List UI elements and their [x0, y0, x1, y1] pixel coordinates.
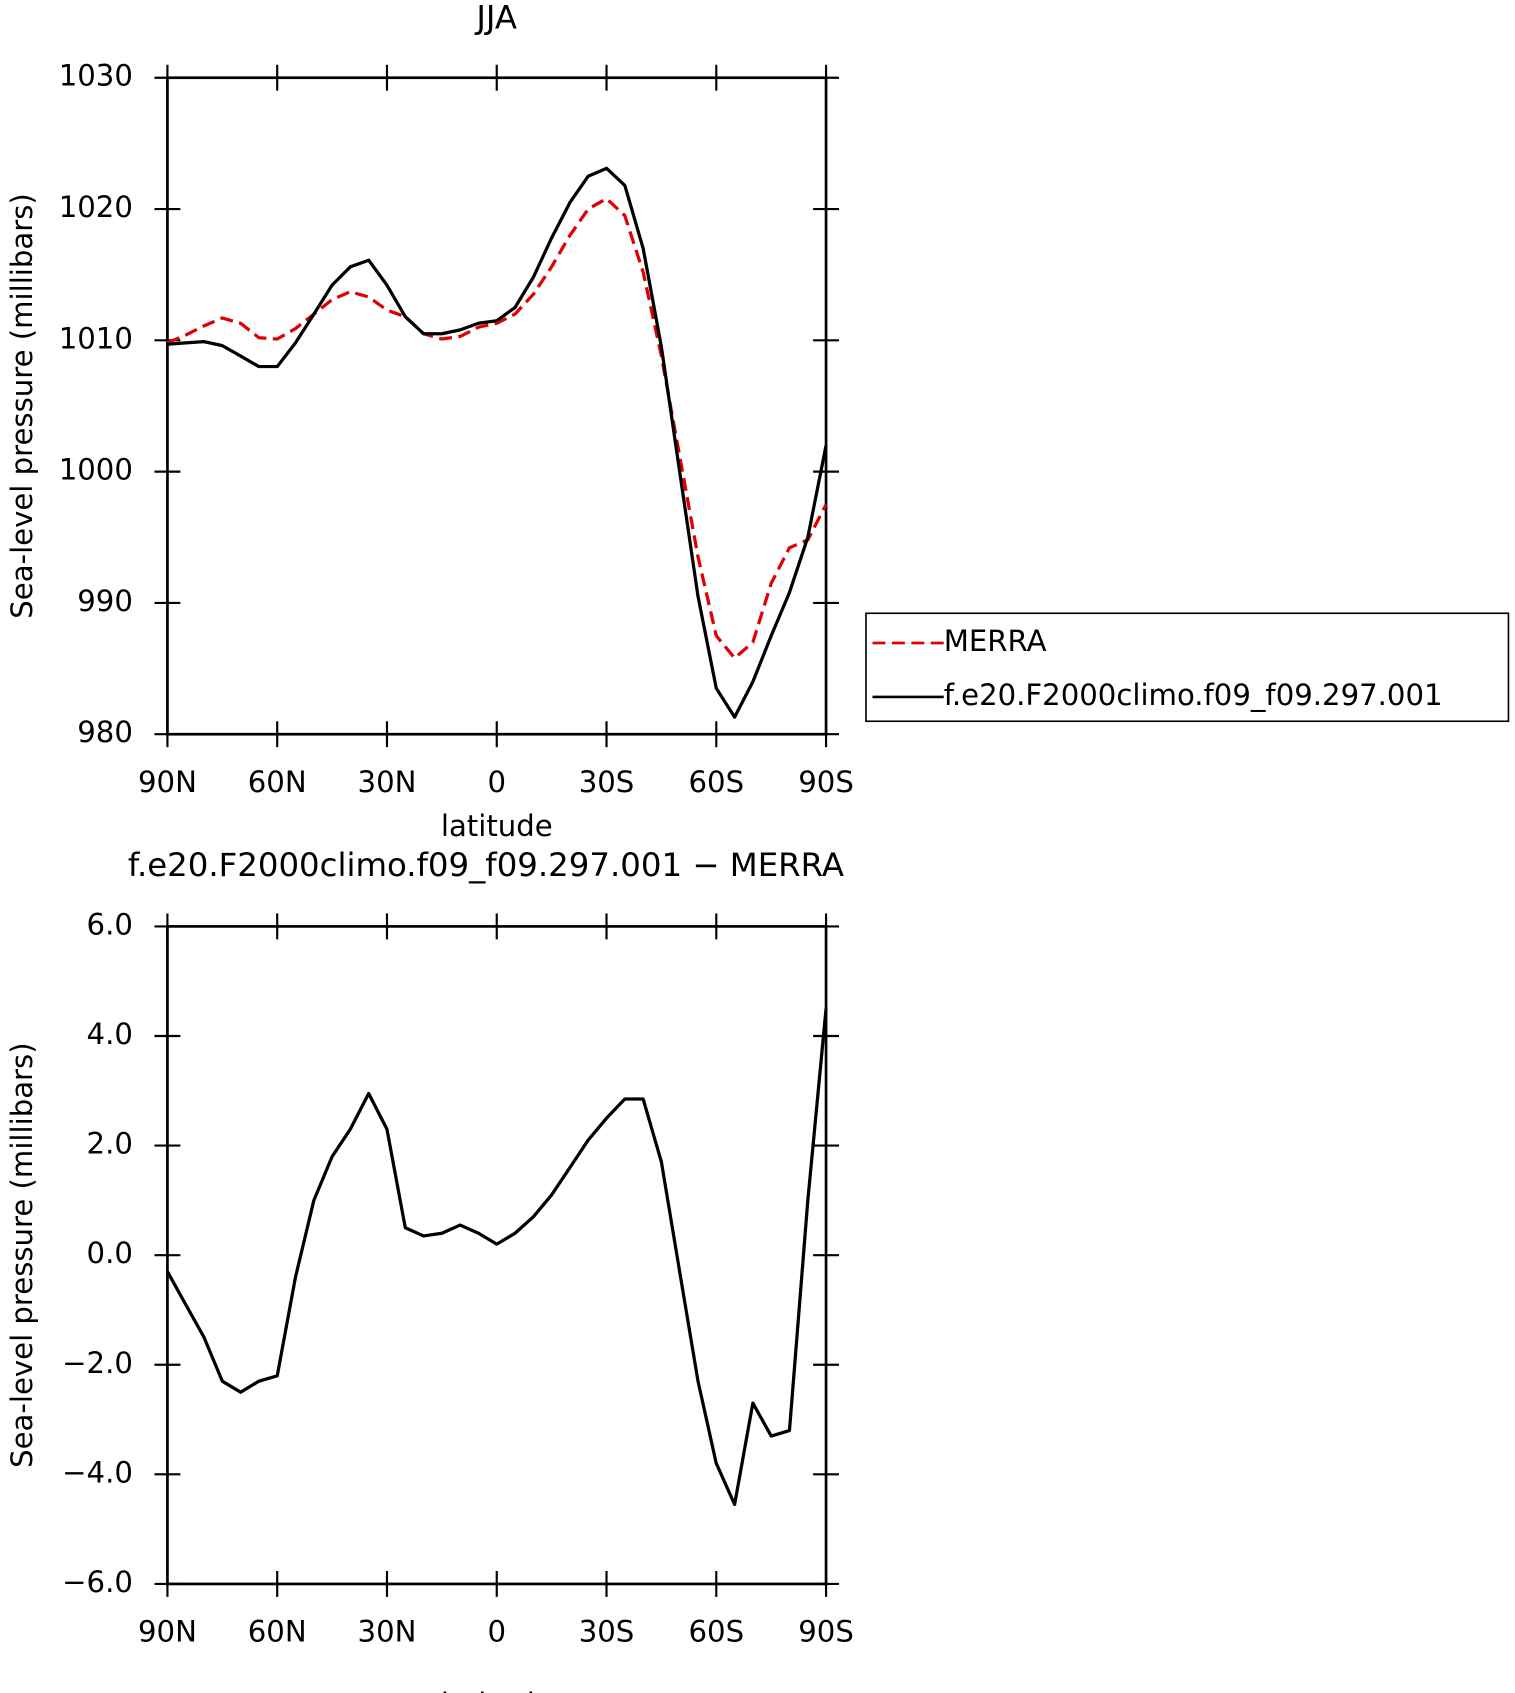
x-axis-label: latitude	[441, 809, 553, 843]
line-series	[166, 196, 828, 660]
y-tick-label: 1000	[59, 453, 133, 487]
x-tick-label: 30N	[358, 765, 417, 799]
y-tick-label: 990	[77, 584, 133, 618]
y-tick-label: 980	[77, 715, 133, 749]
chart-title: JJA	[474, 0, 517, 36]
y-tick-label: 1010	[59, 321, 133, 355]
legend-label: MERRA	[944, 624, 1047, 658]
x-tick-label: 0	[487, 1615, 506, 1649]
y-tick-label: 6.0	[87, 907, 133, 941]
x-tick-label: 90N	[138, 765, 197, 799]
x-tick-label: 90N	[138, 1615, 197, 1649]
x-tick-label: 60S	[689, 765, 745, 799]
y-tick-label: 4.0	[87, 1017, 133, 1051]
y-tick-label: −4.0	[62, 1455, 133, 1489]
x-tick-label: 90S	[798, 1615, 854, 1649]
x-tick-label: 0	[487, 765, 506, 799]
y-tick-label: 1020	[59, 190, 133, 224]
y-tick-label: −6.0	[62, 1565, 133, 1599]
legend-box	[865, 612, 1510, 723]
y-tick-label: −2.0	[62, 1346, 133, 1380]
x-tick-label: 90S	[798, 765, 854, 799]
y-tick-label: 1030	[59, 59, 133, 93]
chart-title: f.e20.F2000climo.f09_f09.297.001 − MERRA	[128, 846, 844, 884]
y-tick-label: 0.0	[87, 1236, 133, 1270]
legend-label: f.e20.F2000climo.f09_f09.297.001	[944, 678, 1443, 712]
x-tick-label: 30N	[358, 1615, 417, 1649]
y-axis-label: Sea-level pressure (millibars)	[5, 1042, 39, 1468]
x-tick-label: 30S	[579, 1615, 635, 1649]
y-tick-label: 2.0	[87, 1127, 133, 1161]
x-tick-label: 60N	[248, 1615, 307, 1649]
y-axis-label: Sea-level pressure (millibars)	[5, 193, 39, 619]
plot-frame	[166, 76, 828, 736]
x-tick-label: 60N	[248, 765, 307, 799]
x-axis-label: latitude	[441, 1687, 553, 1693]
x-tick-label: 30S	[579, 765, 635, 799]
line-series	[166, 1008, 828, 1507]
x-tick-label: 60S	[689, 1615, 745, 1649]
line-series	[167, 166, 828, 719]
